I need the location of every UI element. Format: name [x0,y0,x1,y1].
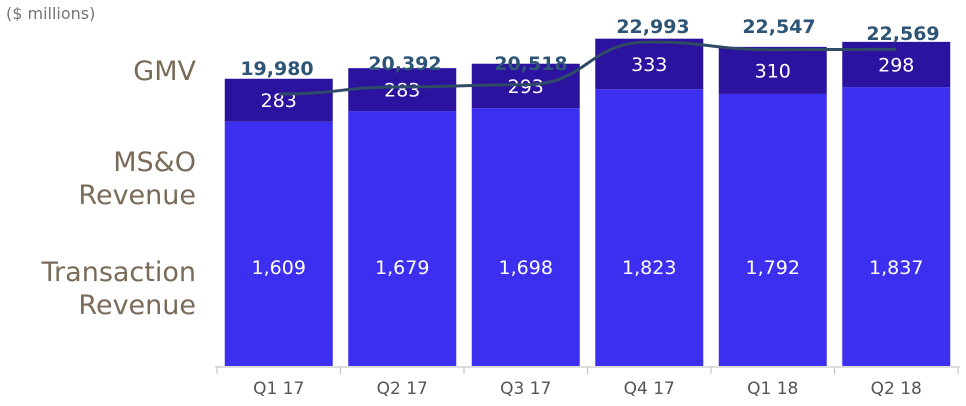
mso-value-label: 293 [508,76,544,98]
mso-value-label: 333 [631,54,667,76]
x-tick-label: Q2 17 [377,379,428,399]
transaction-value-label: 1,837 [869,257,923,279]
x-tick-label: Q1 17 [253,379,304,399]
gmv-value-label: 22,993 [616,16,689,38]
tr-label-line1: Transaction [41,257,196,288]
transaction-row-label: Transaction Revenue [6,256,196,322]
x-tick-label: Q3 17 [500,379,551,399]
mso-bar [348,68,457,112]
transaction-bar [471,108,580,366]
x-tick-label: Q1 18 [747,379,798,399]
mso-value-label: 283 [384,80,420,102]
transaction-bar [224,121,333,366]
tr-label-line2: Revenue [78,290,196,321]
mso-label-line1: MS&O [113,147,196,178]
gmv-row-label: GMV [6,55,196,88]
gmv-value-label: 20,518 [494,53,567,75]
transaction-value-label: 1,792 [746,257,800,279]
unit-label: ($ millions) [6,4,96,23]
transaction-value-label: 1,823 [622,257,676,279]
gmv-line [278,40,897,96]
mso-bar [718,46,827,94]
transaction-bar [595,89,704,367]
mso-value-label: 298 [878,54,914,76]
transaction-bar [718,93,827,366]
x-tick-label: Q4 17 [624,379,675,399]
gmv-value-label: 22,547 [742,16,815,38]
mso-row-label: MS&O Revenue [6,146,196,212]
transaction-bar [348,111,457,366]
transaction-value-label: 1,679 [375,257,429,279]
transaction-value-label: 1,698 [499,257,553,279]
transaction-bar [842,87,951,367]
gmv-value-label: 20,392 [368,53,441,75]
gmv-label-text: GMV [133,56,196,87]
x-tick-label: Q2 18 [871,379,922,399]
mso-bar [224,78,333,122]
gmv-value-label: 22,569 [866,23,939,45]
transaction-value-label: 1,609 [252,257,306,279]
mso-value-label: 283 [261,90,297,112]
mso-label-line2: Revenue [78,180,196,211]
mso-value-label: 310 [755,60,791,82]
gmv-value-label: 19,980 [240,58,313,80]
